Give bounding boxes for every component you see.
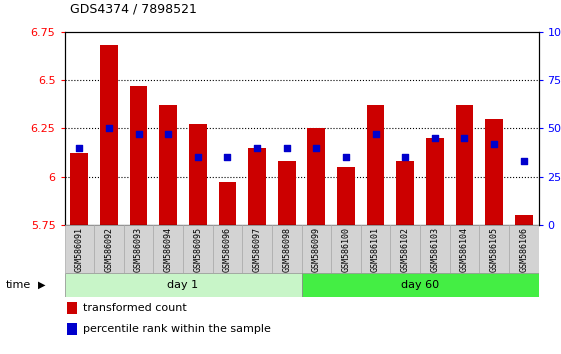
Text: transformed count: transformed count bbox=[82, 303, 186, 313]
Text: GSM586097: GSM586097 bbox=[252, 227, 261, 272]
Bar bbox=[396, 161, 414, 225]
Bar bbox=[367, 105, 384, 225]
Bar bbox=[65, 273, 301, 297]
Point bbox=[104, 126, 113, 131]
Text: GSM586092: GSM586092 bbox=[104, 227, 113, 272]
Text: GSM586098: GSM586098 bbox=[282, 227, 291, 272]
Bar bbox=[479, 225, 509, 273]
Bar bbox=[456, 105, 473, 225]
Bar bbox=[426, 138, 444, 225]
Text: percentile rank within the sample: percentile rank within the sample bbox=[82, 324, 270, 334]
Bar bbox=[278, 161, 296, 225]
Text: GSM586095: GSM586095 bbox=[194, 227, 203, 272]
Point bbox=[519, 158, 528, 164]
Bar bbox=[337, 167, 355, 225]
Bar bbox=[307, 128, 325, 225]
Bar bbox=[390, 225, 420, 273]
Point bbox=[460, 135, 469, 141]
Point bbox=[430, 135, 439, 141]
Bar bbox=[272, 225, 301, 273]
Bar bbox=[130, 86, 148, 225]
Bar bbox=[153, 225, 183, 273]
Bar bbox=[509, 225, 539, 273]
Bar bbox=[248, 148, 266, 225]
Bar bbox=[301, 273, 539, 297]
Bar bbox=[183, 225, 213, 273]
Text: ▶: ▶ bbox=[38, 280, 45, 290]
Text: GSM586091: GSM586091 bbox=[75, 227, 84, 272]
Bar bbox=[189, 125, 206, 225]
Point bbox=[342, 154, 351, 160]
Point bbox=[164, 131, 173, 137]
Bar bbox=[515, 215, 532, 225]
Bar bbox=[420, 225, 450, 273]
Bar bbox=[485, 119, 503, 225]
Text: day 60: day 60 bbox=[401, 280, 439, 290]
Bar bbox=[219, 182, 236, 225]
Text: GSM586096: GSM586096 bbox=[223, 227, 232, 272]
Point bbox=[75, 145, 84, 150]
Point bbox=[312, 145, 321, 150]
Text: GSM586102: GSM586102 bbox=[401, 227, 410, 272]
Bar bbox=[94, 225, 124, 273]
Bar bbox=[450, 225, 479, 273]
Text: GSM586099: GSM586099 bbox=[312, 227, 321, 272]
Point bbox=[252, 145, 261, 150]
Bar bbox=[213, 225, 242, 273]
Bar bbox=[331, 225, 361, 273]
Point bbox=[401, 154, 410, 160]
Bar bbox=[301, 225, 331, 273]
Point bbox=[282, 145, 291, 150]
Bar bbox=[67, 302, 77, 314]
Text: day 1: day 1 bbox=[168, 280, 199, 290]
Bar bbox=[67, 323, 77, 335]
Bar bbox=[100, 45, 118, 225]
Bar bbox=[361, 225, 390, 273]
Bar bbox=[124, 225, 153, 273]
Bar bbox=[71, 153, 88, 225]
Text: time: time bbox=[6, 280, 31, 290]
Bar bbox=[242, 225, 272, 273]
Text: GSM586103: GSM586103 bbox=[430, 227, 439, 272]
Bar bbox=[159, 105, 177, 225]
Point bbox=[223, 154, 232, 160]
Text: GSM586101: GSM586101 bbox=[371, 227, 380, 272]
Bar bbox=[65, 225, 94, 273]
Text: GSM586104: GSM586104 bbox=[460, 227, 469, 272]
Text: GSM586105: GSM586105 bbox=[490, 227, 499, 272]
Text: GDS4374 / 7898521: GDS4374 / 7898521 bbox=[70, 3, 197, 16]
Text: GSM586106: GSM586106 bbox=[519, 227, 528, 272]
Text: GSM586093: GSM586093 bbox=[134, 227, 143, 272]
Point bbox=[371, 131, 380, 137]
Point bbox=[490, 141, 499, 147]
Point bbox=[134, 131, 143, 137]
Point bbox=[194, 154, 203, 160]
Text: GSM586094: GSM586094 bbox=[164, 227, 173, 272]
Text: GSM586100: GSM586100 bbox=[342, 227, 351, 272]
